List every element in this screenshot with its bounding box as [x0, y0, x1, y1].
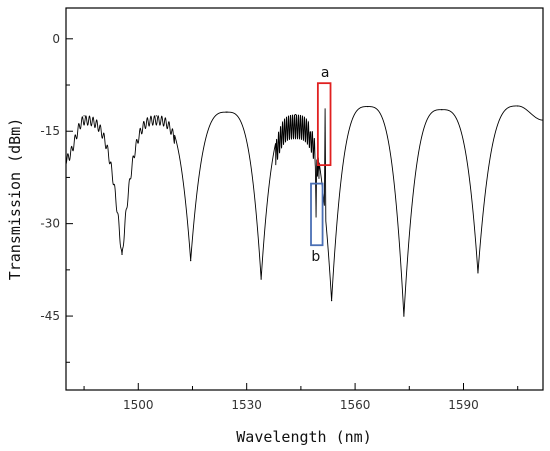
annotation-label-b: b: [311, 249, 320, 265]
peak-point: [367, 105, 369, 108]
y-tick-label: -45: [40, 309, 60, 323]
y-tick-label: -30: [40, 217, 60, 231]
dip-point: [403, 315, 405, 317]
annotations-group: ab: [310, 65, 332, 265]
peak-point: [517, 105, 519, 107]
peak-point: [441, 109, 443, 111]
dip-point: [477, 272, 479, 274]
annotation-box-a: [316, 82, 332, 167]
transmission-series-line: [65, 105, 544, 317]
dip-point: [331, 300, 333, 302]
x-tick-label: 1560: [340, 398, 371, 412]
dip-point: [190, 260, 192, 262]
x-tick-label: 1530: [231, 398, 262, 412]
peak-point: [83, 115, 85, 117]
y-axis-title: Transmission (dBm): [6, 118, 24, 281]
y-tick-label: -15: [40, 124, 60, 138]
series-group: [65, 105, 544, 317]
x-axis-ticks: 1500 1530 1560 1590: [83, 383, 519, 412]
x-axis-title: Wavelength (nm): [236, 428, 371, 446]
plot-frame: [65, 7, 544, 391]
peak-point: [226, 111, 228, 113]
x-tick-label: 1590: [448, 398, 479, 412]
y-tick-label: 0: [52, 32, 60, 46]
annotation-label-a: a: [321, 65, 330, 81]
peak-point: [294, 113, 297, 116]
dip-point: [260, 278, 262, 280]
annotation-box-b: [310, 182, 324, 247]
dip-point: [121, 253, 123, 256]
peak-point: [155, 115, 157, 117]
y-axis-ticks: 0 -15 -30 -45: [40, 32, 73, 363]
x-tick-label: 1500: [123, 398, 154, 412]
